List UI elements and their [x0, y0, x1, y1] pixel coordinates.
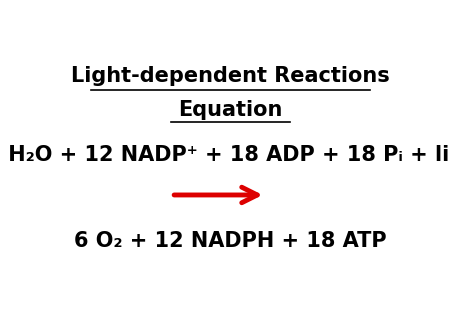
Text: 12 H₂O + 12 NADP⁺ + 18 ADP + 18 Pᵢ + light: 12 H₂O + 12 NADP⁺ + 18 ADP + 18 Pᵢ + lig… — [0, 145, 450, 165]
Text: Equation: Equation — [179, 100, 283, 120]
Text: 6 O₂ + 12 NADPH + 18 ATP: 6 O₂ + 12 NADPH + 18 ATP — [74, 231, 387, 251]
Text: Light-dependent Reactions: Light-dependent Reactions — [71, 66, 390, 86]
